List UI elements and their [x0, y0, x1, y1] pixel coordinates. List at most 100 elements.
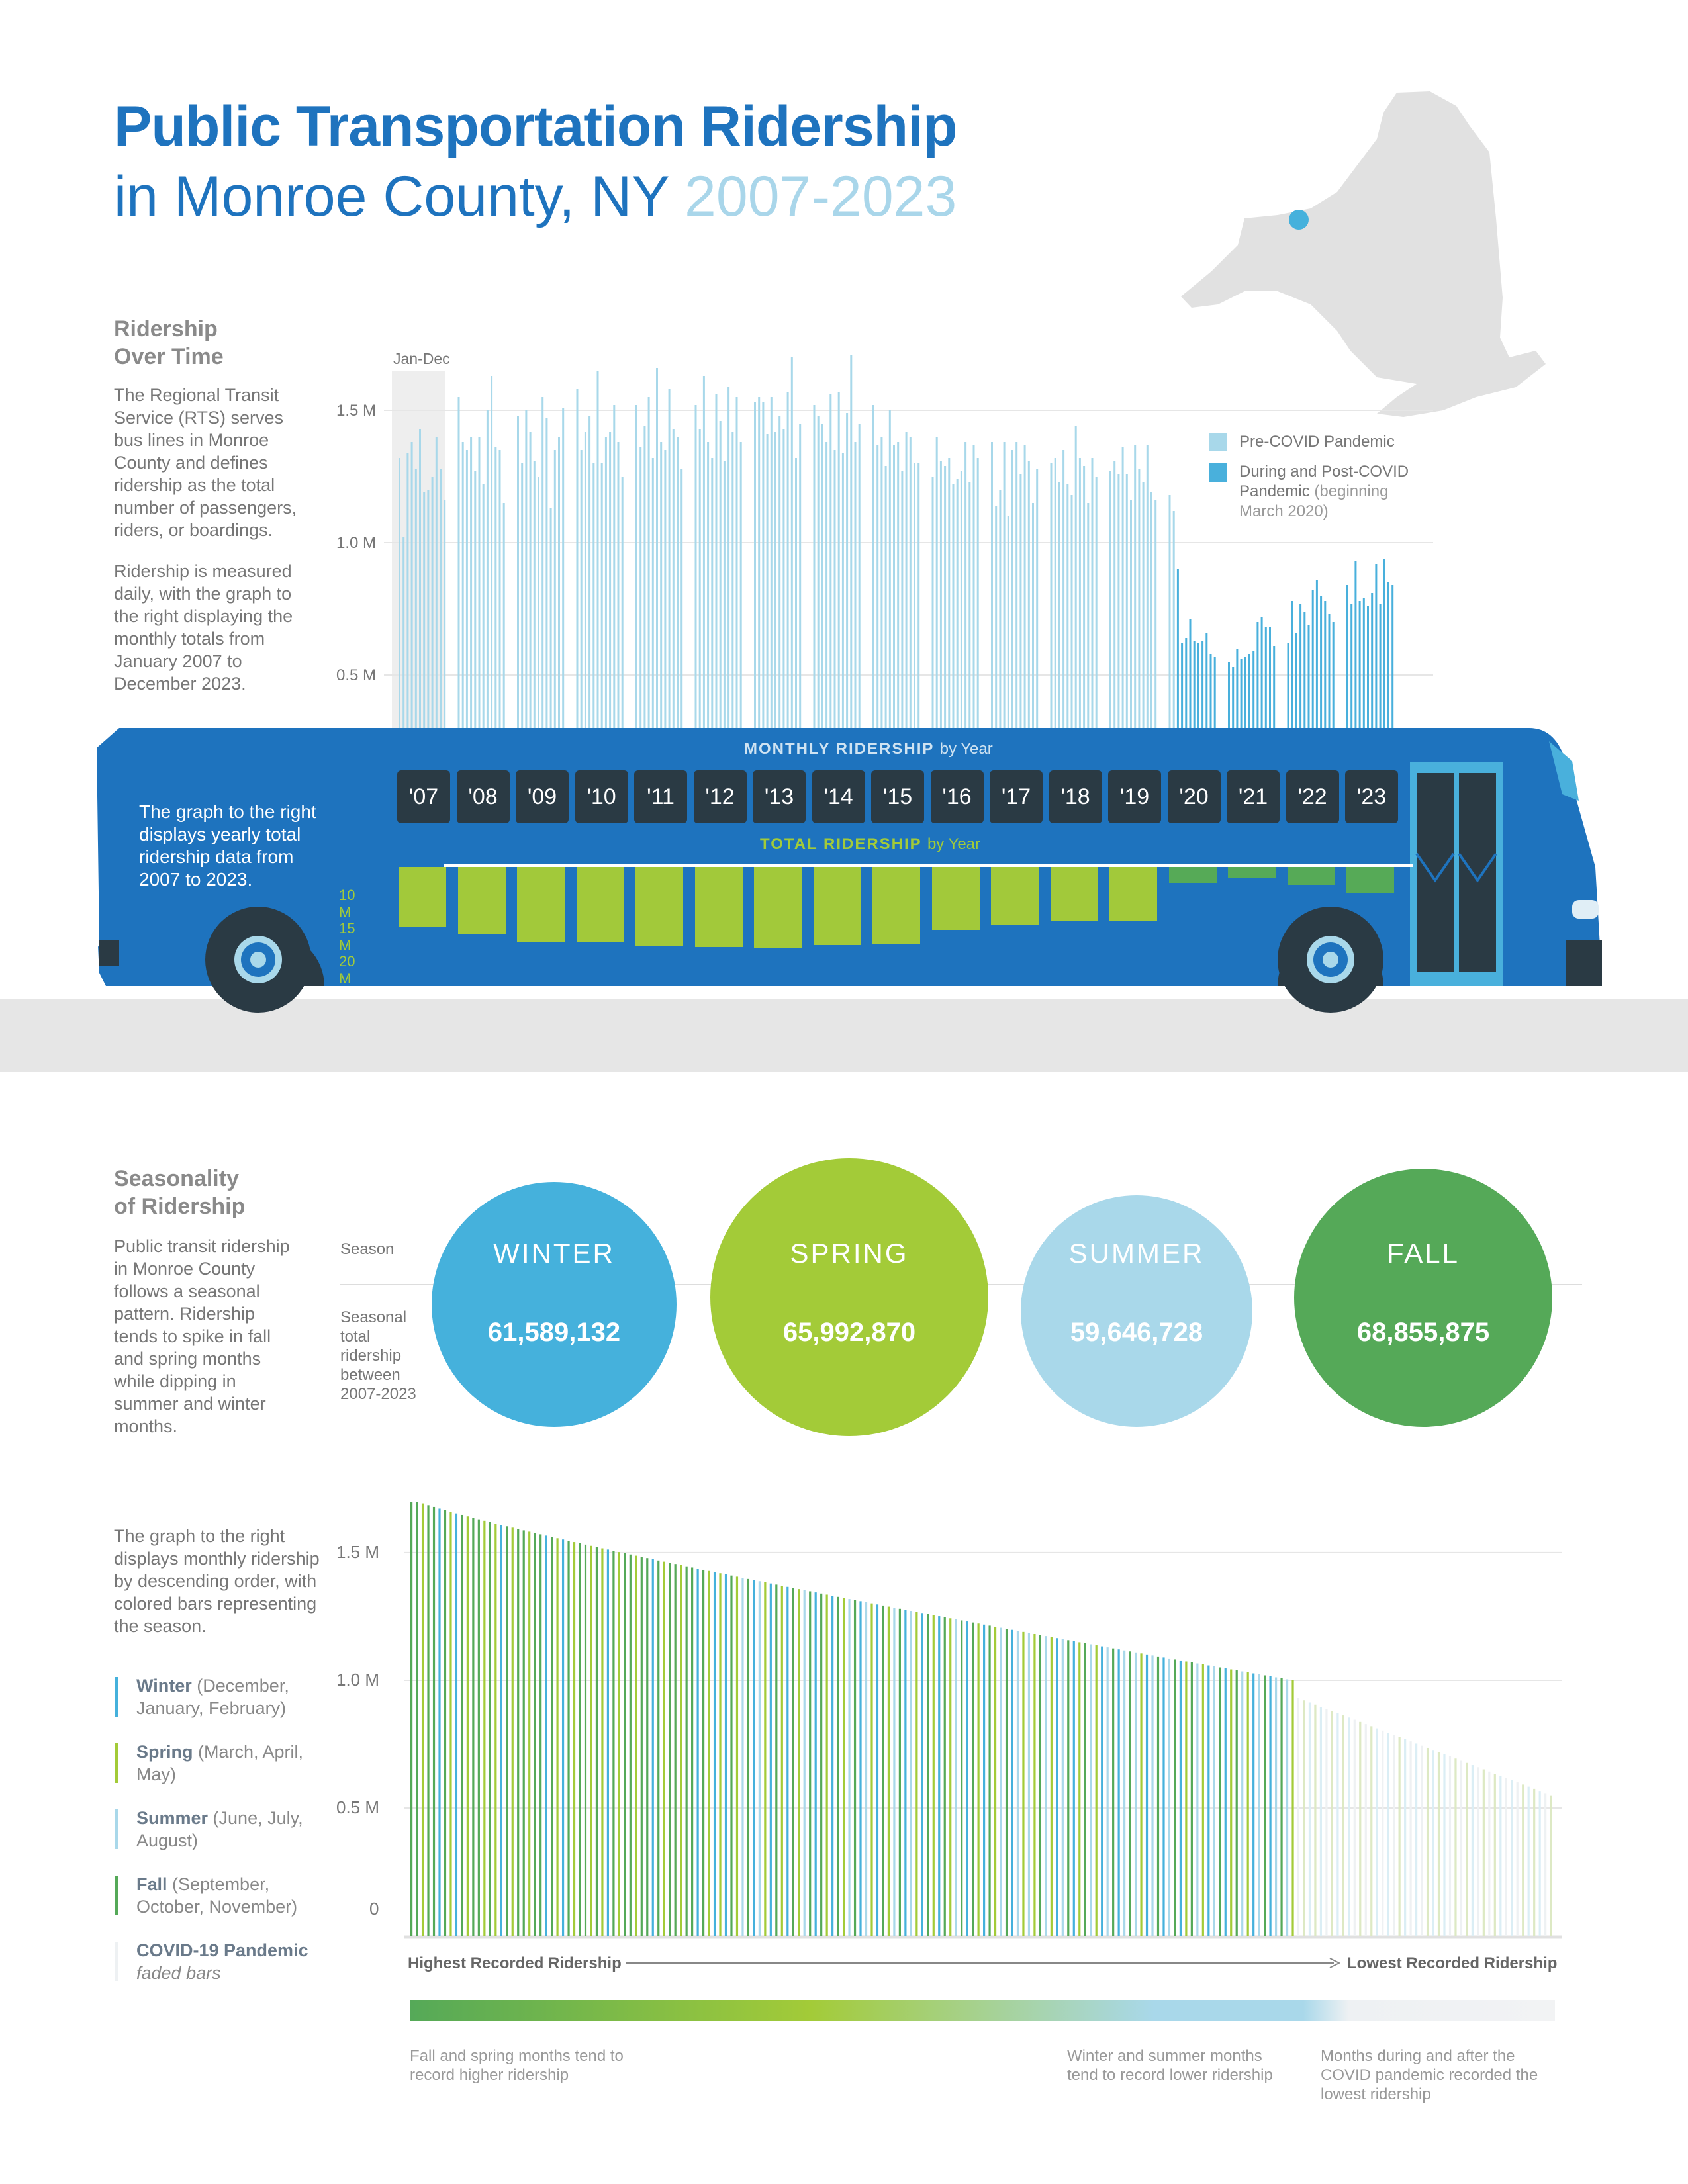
ranked-bar	[786, 1586, 789, 1936]
ranked-bar	[601, 1548, 604, 1936]
ranked-bar	[1319, 1707, 1323, 1936]
ranked-bar	[764, 1582, 767, 1936]
monthly-bar	[1054, 458, 1056, 728]
ranked-bar	[1426, 1747, 1429, 1936]
monthly-bar	[1176, 569, 1179, 728]
ranked-y-tick-label: 1.0 M	[336, 1670, 379, 1690]
monthly-bar	[841, 453, 844, 728]
monthly-bar	[1117, 474, 1120, 728]
monthly-bar	[884, 466, 887, 728]
ranked-bar	[1190, 1662, 1193, 1936]
fall-name: FALL	[1386, 1238, 1460, 1269]
monthly-bar	[762, 402, 765, 728]
ranked-bar	[1409, 1741, 1412, 1936]
fall-circle: FALL 68,855,875	[1294, 1169, 1552, 1427]
monthly-bar	[576, 389, 579, 728]
total-ridership-bar	[931, 867, 980, 930]
winter-circle: WINTER 61,589,132	[432, 1182, 677, 1427]
ranked-bar	[961, 1620, 963, 1936]
ranked-bar	[1460, 1760, 1463, 1936]
ranked-bar	[1090, 1644, 1092, 1936]
monthly-bar	[707, 442, 710, 728]
monthly-bar	[1232, 667, 1235, 728]
monthly-bar	[1236, 649, 1239, 728]
monthly-bar	[1074, 426, 1077, 728]
ranked-bar	[595, 1547, 598, 1936]
ranked-bar	[1207, 1665, 1210, 1936]
ranked-bar	[517, 1529, 520, 1936]
ranked-bar	[410, 1502, 413, 1936]
monthly-bar	[541, 397, 544, 728]
ranked-bar	[1387, 1733, 1389, 1936]
monthly-bar	[1150, 492, 1152, 728]
ranked-bar	[972, 1622, 974, 1936]
ranked-bar	[1511, 1780, 1513, 1936]
legend-post-covid-light: (beginning March 2020)	[1239, 482, 1389, 520]
ranked-bar	[1022, 1631, 1025, 1936]
ranked-bar	[927, 1614, 929, 1936]
seasonality-para: Public transit ridership in Monroe Count…	[114, 1236, 290, 1436]
monthly-bar	[427, 490, 430, 728]
monthly-bar	[1256, 622, 1259, 728]
ranked-bar	[1314, 1704, 1317, 1936]
monthly-bar	[635, 405, 637, 728]
monthly-bar	[790, 357, 793, 728]
monthly-bar	[735, 397, 738, 728]
total-axis-tick: 15 M	[339, 920, 355, 954]
ranked-bar	[949, 1618, 952, 1936]
ranked-bar	[691, 1567, 694, 1936]
ranked-bar	[1443, 1754, 1446, 1936]
ranked-bar	[1101, 1646, 1103, 1936]
ranked-bar	[1538, 1791, 1541, 1936]
ranked-bar	[1067, 1640, 1070, 1936]
ranked-bar	[955, 1619, 957, 1936]
jan-dec-label: Jan-Dec	[393, 350, 450, 367]
ranked-bar	[708, 1570, 710, 1936]
ranked-bar	[461, 1514, 463, 1936]
ranked-bar	[618, 1552, 620, 1936]
monthly-bar	[833, 450, 836, 728]
ranked-bar	[1505, 1778, 1507, 1936]
ranked-bar	[646, 1558, 649, 1936]
monthly-bar	[580, 450, 583, 728]
monthly-y-tick-label: 1.5 M	[336, 402, 376, 420]
ranked-bar	[674, 1564, 677, 1936]
ranked-bar	[809, 1591, 812, 1936]
monthly-bar	[1121, 447, 1124, 728]
ranked-bar	[511, 1527, 514, 1936]
ranked-bar	[1156, 1656, 1160, 1936]
total-ridership-bar	[457, 867, 506, 934]
ranked-bar	[876, 1604, 879, 1936]
ranked-bar	[1280, 1678, 1283, 1936]
monthly-bar	[677, 437, 679, 728]
legend-post-covid-label: During and Post-COVID Pandemic (beginnin…	[1239, 462, 1431, 522]
season-legend-swatch	[115, 1876, 118, 1915]
ranked-bar	[842, 1598, 845, 1936]
ranked-bar	[724, 1574, 727, 1936]
ranked-bar	[735, 1576, 739, 1936]
monthly-bar	[813, 405, 816, 728]
ranked-bar	[1112, 1648, 1115, 1936]
year-label: '22	[1286, 770, 1339, 823]
monthly-bar	[584, 432, 586, 728]
ridership-heading-line2: Over Time	[114, 344, 224, 369]
monthly-bar	[656, 368, 658, 728]
monthly-bar	[914, 463, 915, 728]
ranked-bar	[943, 1617, 946, 1936]
monthly-bar	[423, 492, 426, 728]
monthly-bar	[1032, 503, 1034, 728]
monthly-bar	[782, 429, 785, 728]
ranked-bar	[848, 1599, 851, 1936]
total-ridership-bar	[991, 867, 1039, 925]
monthly-bar	[419, 429, 421, 728]
monthly-bar	[538, 477, 539, 728]
summer-circle: SUMMER 59,646,728	[1021, 1195, 1252, 1427]
note-low: Months during and after the COVID pandem…	[1321, 2047, 1538, 2103]
ranked-bar	[938, 1616, 941, 1936]
ranked-bar	[427, 1505, 430, 1936]
monthly-bar	[795, 458, 797, 728]
ranked-bar	[1072, 1641, 1075, 1936]
ranked-bar	[483, 1520, 486, 1936]
monthly-bar	[850, 355, 853, 728]
monthly-bar	[1109, 471, 1111, 728]
